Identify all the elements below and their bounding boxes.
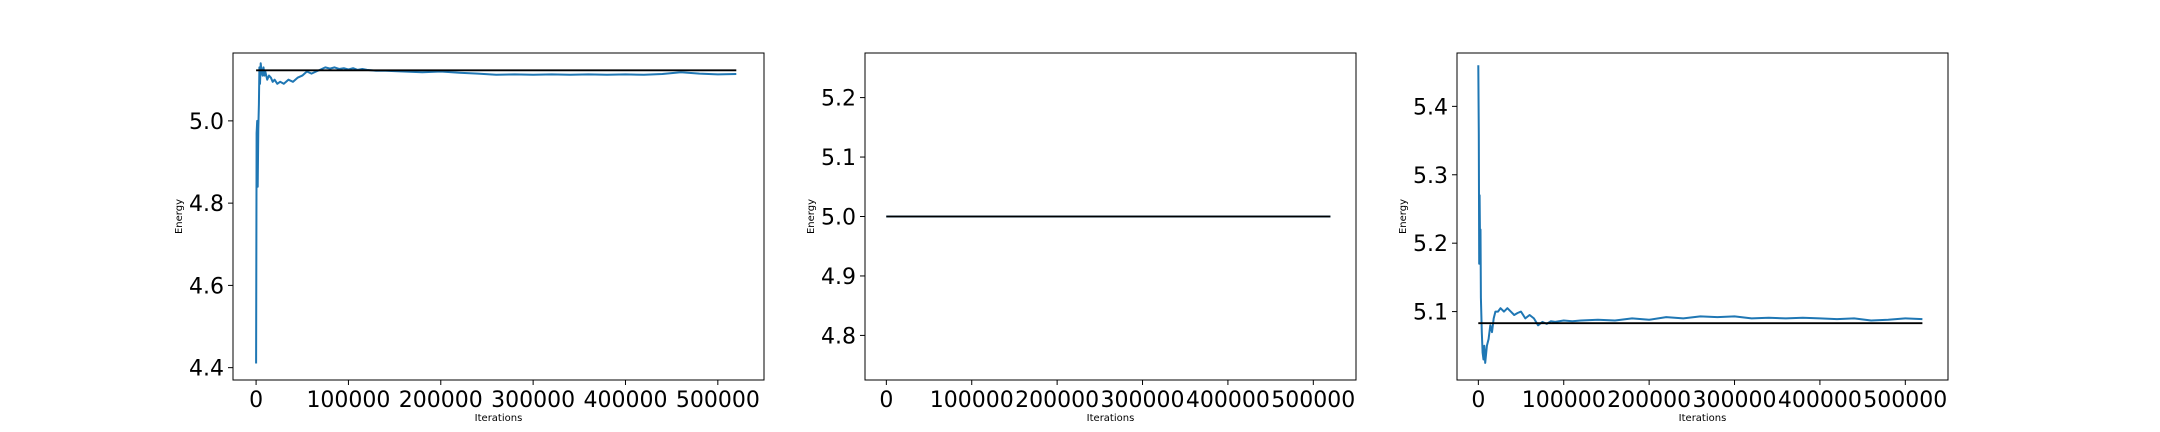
y-axis-label: Energy: [806, 199, 817, 234]
y-axis-label: Energy: [1398, 199, 1409, 234]
chart-panel-3: 0 100000 200000 300000 400000 500000 5.1 5.2 5.3…: [1398, 52, 1949, 424]
y-tick-label: 5.3: [1413, 164, 1448, 189]
y-tick-label: 5.2: [1413, 232, 1448, 257]
y-axis-label: Energy: [174, 199, 185, 234]
x-axis-label: Iterations: [1087, 413, 1135, 424]
y-tick-label: 4.8: [821, 324, 856, 349]
x-tick-label: 300000: [491, 388, 575, 413]
y-tick-label: 4.6: [189, 274, 224, 299]
x-axis-label: Iterations: [1679, 413, 1727, 424]
x-tick-label: 300000: [1101, 388, 1185, 413]
y-tick-label: 4.9: [821, 265, 856, 290]
x-axis-label: Iterations: [475, 413, 523, 424]
x-tick-label: 500000: [1271, 388, 1355, 413]
x-tick-label: 200000: [399, 388, 483, 413]
y-tick-label: 5.1: [821, 146, 856, 171]
x-tick-label: 0: [1471, 388, 1485, 413]
chart-panel-1: 0 100000 200000 300000 400000 500000 4.4 4.6 4.8…: [174, 52, 765, 424]
x-tick-label: 200000: [1015, 388, 1099, 413]
axes-frame: [232, 52, 765, 381]
x-tick-label: 400000: [1186, 388, 1270, 413]
x-tick-label: 100000: [930, 388, 1014, 413]
x-tick-label: 500000: [1863, 388, 1947, 413]
series-line-1: [255, 62, 737, 364]
x-tick-label: 200000: [1607, 388, 1691, 413]
y-tick-label: 4.8: [189, 192, 224, 217]
x-tick-label: 0: [879, 388, 893, 413]
x-tick-label: 400000: [1778, 388, 1862, 413]
x-tick-label: 500000: [676, 388, 760, 413]
y-tick-label: 5.1: [1413, 301, 1448, 326]
axes-frame: [1456, 52, 1949, 381]
y-tick-label: 5.0: [189, 110, 224, 135]
x-tick-label: 0: [249, 388, 263, 413]
x-tick-label: 100000: [306, 388, 390, 413]
y-tick-label: 5.0: [821, 206, 856, 231]
y-tick-label: 4.4: [189, 357, 224, 382]
chart-panel-2: 0 100000 200000 300000 400000 500000 4.8 4.9 5.0…: [806, 52, 1357, 424]
y-tick-label: 5.4: [1413, 95, 1448, 120]
series-line-1: [1477, 65, 1923, 364]
x-tick-label: 300000: [1693, 388, 1777, 413]
x-tick-label: 100000: [1522, 388, 1606, 413]
y-tick-label: 5.2: [821, 87, 856, 112]
x-tick-label: 400000: [583, 388, 667, 413]
